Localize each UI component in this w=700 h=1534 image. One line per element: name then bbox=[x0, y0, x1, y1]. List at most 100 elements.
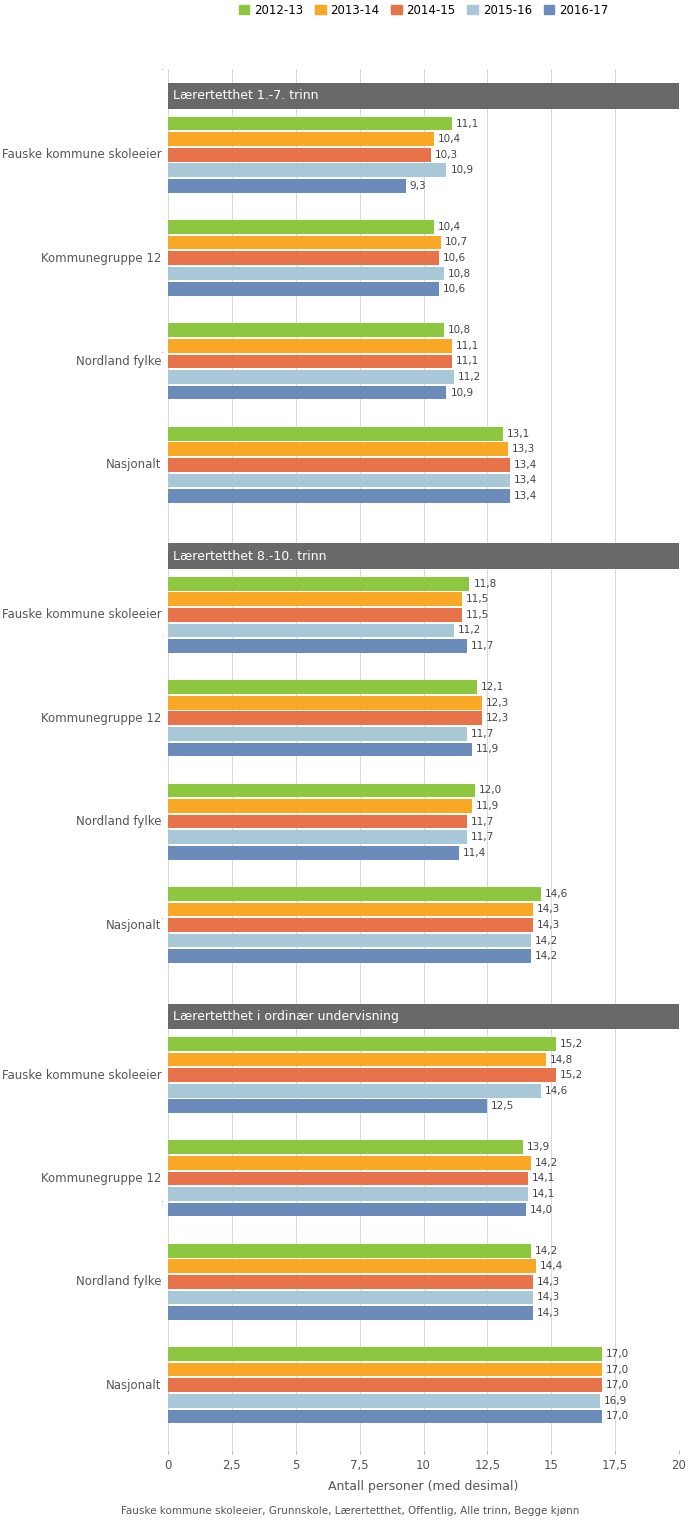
Text: 14,6: 14,6 bbox=[545, 888, 568, 899]
Text: Nasjonalt: Nasjonalt bbox=[106, 919, 162, 931]
Bar bbox=[168, 887, 541, 900]
Text: 14,8: 14,8 bbox=[550, 1054, 573, 1065]
Bar bbox=[168, 1052, 546, 1066]
Text: Nordland fylke: Nordland fylke bbox=[76, 354, 162, 368]
Bar bbox=[168, 339, 452, 353]
Text: 14,3: 14,3 bbox=[537, 1276, 561, 1287]
Bar bbox=[168, 132, 434, 146]
Text: 11,9: 11,9 bbox=[476, 744, 499, 755]
Bar bbox=[168, 1305, 533, 1319]
Text: Kommunegruppe 12: Kommunegruppe 12 bbox=[41, 1172, 162, 1184]
Bar bbox=[168, 784, 475, 798]
Bar bbox=[168, 543, 679, 569]
Text: 12,3: 12,3 bbox=[486, 713, 510, 723]
Text: 11,9: 11,9 bbox=[476, 801, 499, 811]
Bar bbox=[168, 1347, 602, 1361]
Text: 11,7: 11,7 bbox=[471, 729, 494, 739]
Text: 14,2: 14,2 bbox=[535, 1158, 558, 1167]
Bar bbox=[168, 830, 467, 844]
Text: 10,6: 10,6 bbox=[442, 284, 466, 295]
Text: 13,1: 13,1 bbox=[507, 428, 530, 439]
Text: 14,6: 14,6 bbox=[545, 1086, 568, 1095]
Text: 10,9: 10,9 bbox=[450, 388, 473, 397]
Text: 14,3: 14,3 bbox=[537, 1309, 561, 1318]
Text: 13,4: 13,4 bbox=[514, 491, 538, 502]
Bar bbox=[168, 117, 452, 130]
Text: Nordland fylke: Nordland fylke bbox=[76, 815, 162, 828]
Bar bbox=[168, 282, 439, 296]
Bar bbox=[168, 1140, 523, 1154]
Bar bbox=[168, 1203, 526, 1216]
Bar bbox=[168, 577, 470, 591]
Text: 11,1: 11,1 bbox=[456, 341, 479, 351]
Bar bbox=[168, 1068, 556, 1081]
Bar bbox=[168, 1394, 600, 1408]
Text: 10,7: 10,7 bbox=[445, 238, 468, 247]
Bar bbox=[168, 1187, 528, 1201]
Bar bbox=[168, 640, 467, 653]
Text: 12,3: 12,3 bbox=[486, 698, 510, 707]
Bar bbox=[168, 1362, 602, 1376]
Text: Nordland fylke: Nordland fylke bbox=[76, 1275, 162, 1289]
Text: 14,1: 14,1 bbox=[532, 1174, 555, 1183]
Bar bbox=[168, 919, 533, 931]
Bar bbox=[168, 385, 447, 399]
Bar bbox=[168, 83, 679, 109]
Bar bbox=[168, 370, 454, 384]
Text: 17,0: 17,0 bbox=[606, 1381, 629, 1390]
Text: Fauske kommune skoleeier: Fauske kommune skoleeier bbox=[2, 1069, 162, 1081]
Text: 12,1: 12,1 bbox=[481, 683, 504, 692]
Text: 10,3: 10,3 bbox=[435, 150, 458, 160]
Bar bbox=[168, 179, 405, 193]
Text: 14,2: 14,2 bbox=[535, 951, 558, 962]
Text: 17,0: 17,0 bbox=[606, 1365, 629, 1374]
Bar bbox=[168, 934, 531, 948]
Text: Fauske kommune skoleeier: Fauske kommune skoleeier bbox=[2, 149, 162, 161]
Text: 14,3: 14,3 bbox=[537, 905, 561, 914]
Bar bbox=[168, 815, 467, 828]
Bar bbox=[168, 1003, 679, 1029]
Text: 14,0: 14,0 bbox=[529, 1204, 553, 1215]
Bar bbox=[168, 1410, 602, 1424]
Text: 10,8: 10,8 bbox=[448, 325, 471, 336]
Text: 16,9: 16,9 bbox=[603, 1396, 627, 1405]
Text: 11,7: 11,7 bbox=[471, 816, 494, 827]
Bar bbox=[168, 680, 477, 693]
Text: 14,4: 14,4 bbox=[540, 1261, 563, 1272]
Text: 10,6: 10,6 bbox=[442, 253, 466, 262]
Bar bbox=[168, 1100, 487, 1114]
Bar bbox=[168, 696, 482, 710]
Text: Kommunegruppe 12: Kommunegruppe 12 bbox=[41, 252, 162, 264]
Text: Kommunegruppe 12: Kommunegruppe 12 bbox=[41, 712, 162, 724]
X-axis label: Antall personer (med desimal): Antall personer (med desimal) bbox=[328, 1480, 519, 1493]
Text: Fauske kommune skoleeier: Fauske kommune skoleeier bbox=[2, 609, 162, 621]
Bar bbox=[168, 742, 472, 756]
Text: 15,2: 15,2 bbox=[560, 1039, 583, 1049]
Text: 14,3: 14,3 bbox=[537, 920, 561, 930]
Bar bbox=[168, 1259, 536, 1273]
Bar bbox=[168, 267, 444, 281]
Text: 11,5: 11,5 bbox=[466, 594, 489, 604]
Text: 13,9: 13,9 bbox=[527, 1143, 550, 1152]
Text: 10,4: 10,4 bbox=[438, 222, 461, 232]
Bar bbox=[168, 845, 459, 859]
Text: 14,2: 14,2 bbox=[535, 1246, 558, 1256]
Text: 11,1: 11,1 bbox=[456, 118, 479, 129]
Bar bbox=[168, 147, 431, 161]
Bar bbox=[168, 236, 442, 250]
Text: 10,4: 10,4 bbox=[438, 133, 461, 144]
Text: Lærertetthet 8.-10. trinn: Lærertetthet 8.-10. trinn bbox=[173, 549, 327, 563]
Text: 9,3: 9,3 bbox=[410, 181, 426, 190]
Bar bbox=[168, 354, 452, 368]
Text: 11,1: 11,1 bbox=[456, 356, 479, 367]
Text: Nasjonalt: Nasjonalt bbox=[106, 1379, 162, 1391]
Text: 14,2: 14,2 bbox=[535, 936, 558, 945]
Bar bbox=[168, 459, 510, 471]
Bar bbox=[168, 592, 462, 606]
Text: 13,4: 13,4 bbox=[514, 476, 538, 485]
Bar bbox=[168, 1275, 533, 1289]
Text: 13,3: 13,3 bbox=[512, 445, 535, 454]
Text: 12,5: 12,5 bbox=[491, 1101, 514, 1111]
Text: Lærertetthet 1.-7. trinn: Lærertetthet 1.-7. trinn bbox=[173, 89, 318, 103]
Text: 11,2: 11,2 bbox=[458, 626, 481, 635]
